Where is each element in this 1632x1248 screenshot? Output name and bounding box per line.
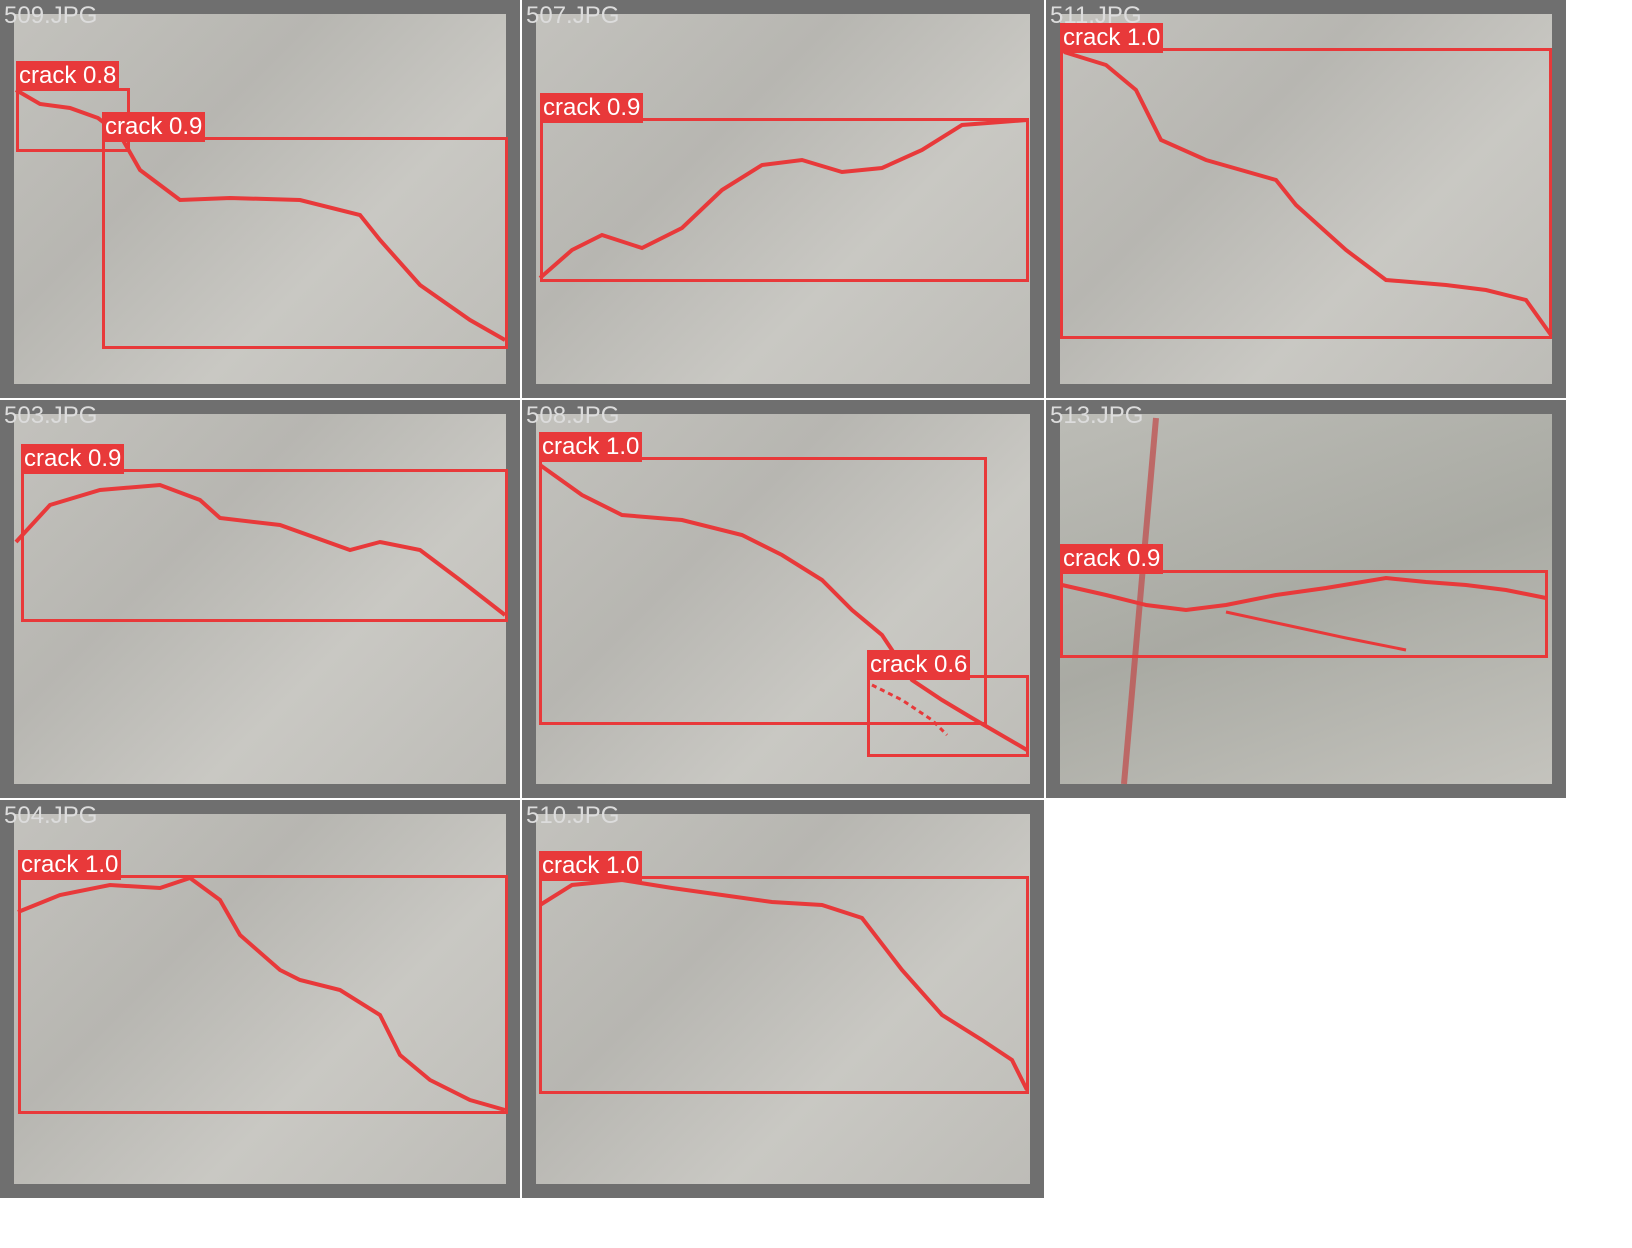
detection-box[interactable] bbox=[102, 137, 508, 349]
crack-mask-overlay bbox=[14, 88, 506, 342]
concrete-photo bbox=[1060, 14, 1552, 384]
detection-label: crack 1.0 bbox=[539, 432, 643, 462]
image-tile[interactable]: 509.JPG crack 0.8 crack 0.9 bbox=[0, 0, 520, 398]
image-tile[interactable]: 513.JPG crack 0.9 bbox=[1046, 400, 1566, 798]
concrete-photo bbox=[536, 14, 1030, 384]
detection-label: crack 0.8 bbox=[16, 61, 120, 91]
image-tile[interactable]: 511.JPG crack 1.0 bbox=[1046, 0, 1566, 398]
crack-mask-overlay bbox=[1061, 417, 1547, 785]
image-filename: 510.JPG bbox=[526, 802, 620, 829]
detection-label: crack 1.0 bbox=[18, 850, 122, 880]
detection-box[interactable] bbox=[1060, 48, 1552, 339]
detection-label: crack 0.9 bbox=[102, 112, 206, 142]
image-filename: 507.JPG bbox=[526, 2, 620, 29]
image-filename: 513.JPG bbox=[1050, 402, 1144, 429]
crack-mask-overlay bbox=[538, 463, 1029, 752]
detection-label: crack 1.0 bbox=[539, 851, 643, 881]
crack-mask-overlay bbox=[17, 875, 506, 1112]
detection-box[interactable] bbox=[867, 675, 1029, 757]
image-filename: 508.JPG bbox=[526, 402, 620, 429]
image-filename: 503.JPG bbox=[4, 402, 98, 429]
detection-box[interactable] bbox=[18, 875, 508, 1114]
detection-label: crack 0.9 bbox=[21, 444, 125, 474]
detection-box[interactable] bbox=[1060, 570, 1548, 658]
crack-mask-overlay bbox=[14, 482, 507, 617]
image-tile[interactable]: 508.JPG crack 1.0 crack 0.6 bbox=[522, 400, 1044, 798]
image-tile[interactable]: 507.JPG crack 0.9 bbox=[522, 0, 1044, 398]
detection-label: crack 0.6 bbox=[867, 650, 971, 680]
detection-box[interactable] bbox=[539, 876, 1029, 1094]
detection-label: crack 0.9 bbox=[1060, 544, 1164, 574]
detection-label: crack 1.0 bbox=[1060, 23, 1164, 53]
concrete-photo bbox=[14, 414, 506, 784]
crack-mask-overlay bbox=[538, 118, 1028, 280]
detection-box[interactable] bbox=[540, 118, 1029, 282]
image-filename: 509.JPG bbox=[4, 2, 98, 29]
image-tile[interactable]: 504.JPG crack 1.0 bbox=[0, 800, 520, 1198]
detection-box[interactable] bbox=[21, 469, 508, 622]
image-tile[interactable]: 503.JPG crack 0.9 bbox=[0, 400, 520, 798]
image-filename: 504.JPG bbox=[4, 802, 98, 829]
crack-mask-overlay bbox=[1063, 50, 1553, 337]
detection-box[interactable] bbox=[539, 457, 987, 725]
image-tile[interactable]: 510.JPG crack 1.0 bbox=[522, 800, 1044, 1198]
detection-label: crack 0.9 bbox=[540, 93, 644, 123]
